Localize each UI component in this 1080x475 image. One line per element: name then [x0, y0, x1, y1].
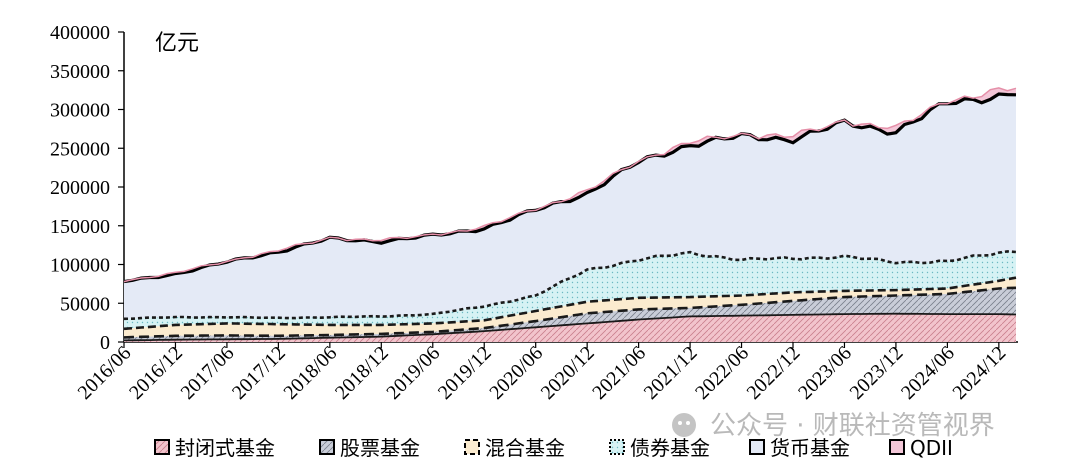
- area-混合基金: [124, 277, 1016, 338]
- legend-swatch: [464, 439, 480, 455]
- watermark: 公众号 · 财联社资管视界: [672, 411, 995, 441]
- line-债券基金: [123, 250, 1017, 321]
- area-债券基金: [124, 251, 1016, 329]
- x-tick-label: 2023/12: [846, 342, 908, 404]
- legend-item: 货币基金: [749, 436, 850, 460]
- x-tick-label: 2022/06: [691, 342, 753, 404]
- area-股票基金: [124, 287, 1016, 341]
- legend-item: 股票基金: [319, 436, 420, 460]
- x-tick-label: 2018/12: [331, 342, 393, 404]
- legend-label: 货币基金: [770, 436, 850, 460]
- legend-label: 混合基金: [485, 436, 565, 460]
- legend-swatch: [749, 439, 765, 455]
- legend-swatch: [609, 439, 625, 455]
- x-tick-label: 2017/06: [177, 342, 239, 404]
- legend: 封闭式基金 股票基金 混合基金 债券基金 货币基金 QDII: [154, 436, 953, 460]
- x-tick-label: 2021/12: [640, 342, 702, 404]
- x-tick-label: 2019/12: [434, 342, 496, 404]
- legend-item: 混合基金: [464, 436, 565, 460]
- x-tick-label: 2024/12: [948, 342, 1010, 404]
- legend-label: 封闭式基金: [175, 436, 275, 460]
- y-axis-ticks: 0 50000 100000 150000 200000 250000 300000 3500…: [50, 22, 124, 354]
- unit-label: 亿元: [155, 31, 199, 56]
- x-tick-label: 2023/06: [794, 342, 856, 404]
- y-tick-label: 300000: [50, 100, 110, 122]
- y-tick-label: 200000: [50, 177, 110, 199]
- area-封闭式基金: [124, 313, 1016, 342]
- line-封闭式基金: [123, 312, 1017, 342]
- x-tick-label: 2017/12: [228, 342, 290, 404]
- y-tick-label: 150000: [50, 216, 110, 238]
- x-tick-label: 2018/06: [279, 342, 341, 404]
- legend-item: 封闭式基金: [154, 436, 275, 460]
- legend-item: QDII: [889, 436, 953, 460]
- series-lines: [123, 87, 1017, 342]
- x-tick-label: 2016/12: [125, 342, 187, 404]
- x-tick-label: 2020/12: [537, 342, 599, 404]
- legend-label: QDII: [910, 436, 953, 460]
- wechat-icon-eye-right: [686, 421, 690, 425]
- y-tick-label: 0: [100, 332, 110, 354]
- y-tick-label: 50000: [60, 293, 110, 315]
- legend-swatch: [319, 439, 335, 455]
- y-tick-label: 400000: [50, 22, 110, 44]
- line-QDII: [123, 87, 1017, 283]
- x-axis-ticks: 2016/062016/122017/062017/122018/062018/…: [74, 342, 1011, 404]
- legend-label: 股票基金: [340, 436, 420, 460]
- x-tick-label: 2020/06: [485, 342, 547, 404]
- x-tick-label: 2022/12: [743, 342, 805, 404]
- legend-swatch: [154, 439, 170, 455]
- legend-label: 债券基金: [630, 436, 710, 460]
- wechat-icon-eye-left: [678, 421, 682, 425]
- legend-swatch: [889, 439, 905, 455]
- area-货币基金: [124, 94, 1016, 319]
- legend-item: 债券基金: [609, 436, 710, 460]
- x-tick-label: 2019/06: [382, 342, 444, 404]
- y-tick-label: 350000: [50, 61, 110, 83]
- x-tick-label: 2021/06: [588, 342, 650, 404]
- wechat-icon: [672, 413, 696, 437]
- x-tick-label: 2024/06: [897, 342, 959, 404]
- line-混合基金: [123, 276, 1017, 331]
- watermark-text: 公众号 · 财联社资管视界: [710, 411, 995, 441]
- y-tick-label: 250000: [50, 138, 110, 160]
- y-tick-label: 100000: [50, 255, 110, 277]
- series-areas: [124, 87, 1016, 342]
- line-货币基金: [123, 92, 1017, 284]
